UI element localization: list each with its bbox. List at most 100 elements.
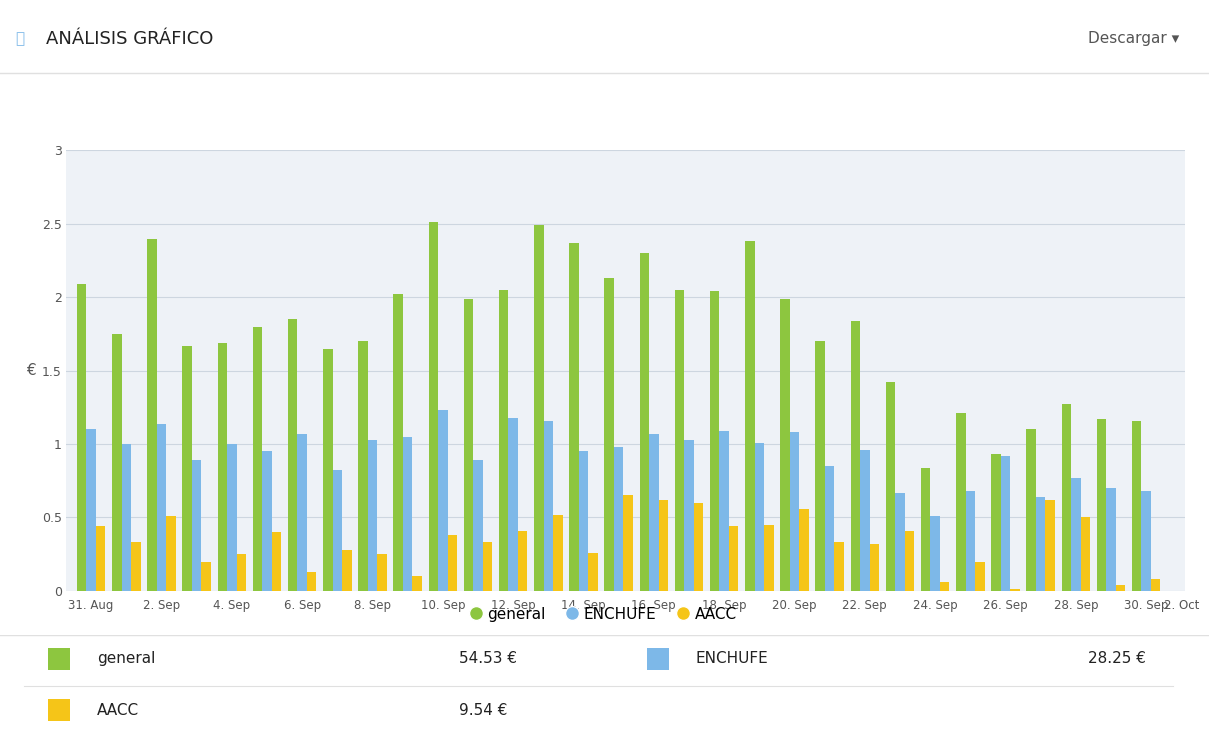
Bar	[1116, 585, 1126, 591]
Bar	[237, 554, 245, 591]
Bar	[48, 700, 70, 721]
Bar	[589, 553, 597, 591]
Text: general: general	[97, 651, 155, 666]
Bar	[1062, 404, 1071, 591]
Bar	[780, 299, 789, 591]
Bar	[272, 532, 282, 591]
Bar	[1071, 478, 1081, 591]
Bar	[218, 343, 227, 591]
Bar	[412, 576, 422, 591]
Bar	[1097, 419, 1106, 591]
Bar	[729, 526, 739, 591]
Bar	[614, 447, 624, 591]
Bar	[640, 253, 649, 591]
Bar	[604, 278, 614, 591]
Bar	[1106, 488, 1116, 591]
Text: 54.53 €: 54.53 €	[459, 651, 517, 666]
Text: 28.25 €: 28.25 €	[1088, 651, 1146, 666]
Bar	[799, 509, 809, 591]
Bar	[342, 550, 352, 591]
Bar	[974, 562, 984, 591]
Bar	[921, 468, 931, 591]
Bar	[754, 443, 764, 591]
Bar	[789, 432, 799, 591]
Bar	[122, 444, 131, 591]
Bar	[447, 535, 457, 591]
Legend: general, ENCHUFE, AACC: general, ENCHUFE, AACC	[472, 607, 737, 622]
Bar	[482, 542, 492, 591]
Bar	[112, 334, 122, 591]
Bar	[1081, 517, 1091, 591]
Bar	[438, 410, 447, 591]
Text: 📊: 📊	[16, 31, 25, 46]
Bar	[745, 241, 754, 591]
Bar	[428, 222, 438, 591]
Bar	[966, 491, 974, 591]
Bar	[710, 291, 719, 591]
Bar	[473, 460, 482, 591]
Bar	[253, 327, 262, 591]
Bar	[851, 321, 860, 591]
Bar	[403, 437, 412, 591]
Bar	[1151, 579, 1161, 591]
Bar	[166, 516, 175, 591]
Bar	[694, 503, 704, 591]
Bar	[157, 424, 166, 591]
Bar	[886, 382, 895, 591]
Text: ANÁLISIS GRÁFICO: ANÁLISIS GRÁFICO	[46, 29, 213, 48]
Bar	[815, 341, 825, 591]
Text: ENCHUFE: ENCHUFE	[695, 651, 768, 666]
Bar	[544, 421, 553, 591]
Bar	[624, 495, 632, 591]
Bar	[904, 531, 914, 591]
Bar	[553, 515, 562, 591]
Bar	[895, 493, 904, 591]
Bar	[834, 542, 844, 591]
Bar	[499, 290, 508, 591]
Bar	[1141, 491, 1151, 591]
Bar	[579, 451, 589, 591]
Bar	[297, 434, 307, 591]
Bar	[77, 284, 86, 591]
Bar	[517, 531, 527, 591]
Bar	[825, 466, 834, 591]
Bar	[202, 562, 210, 591]
Bar	[147, 239, 157, 591]
Y-axis label: €: €	[25, 363, 35, 378]
Bar	[464, 299, 473, 591]
Bar	[227, 444, 237, 591]
Bar	[675, 290, 684, 591]
Bar	[377, 554, 387, 591]
Bar	[860, 450, 869, 591]
Bar	[393, 294, 403, 591]
Bar	[1046, 500, 1055, 591]
Bar	[86, 429, 96, 591]
Text: 9.54 €: 9.54 €	[459, 702, 508, 718]
Bar	[569, 243, 579, 591]
Bar	[368, 440, 377, 591]
Bar	[684, 440, 694, 591]
Bar	[131, 542, 140, 591]
Bar	[1026, 429, 1036, 591]
Bar	[332, 470, 342, 591]
Bar	[939, 582, 949, 591]
Bar	[96, 526, 105, 591]
Bar	[991, 454, 1001, 591]
Bar	[323, 349, 332, 591]
Bar	[288, 319, 297, 591]
Bar	[307, 572, 317, 591]
Text: AACC: AACC	[97, 702, 139, 718]
Bar	[48, 648, 70, 669]
Bar	[1132, 421, 1141, 591]
Bar	[647, 648, 669, 669]
Bar	[1036, 497, 1046, 591]
Bar	[534, 225, 544, 591]
Bar	[192, 460, 202, 591]
Bar	[956, 413, 966, 591]
Bar	[931, 516, 939, 591]
Bar	[1001, 456, 1011, 591]
Bar	[649, 434, 659, 591]
Bar	[358, 341, 368, 591]
Bar	[719, 431, 729, 591]
Bar	[262, 451, 272, 591]
